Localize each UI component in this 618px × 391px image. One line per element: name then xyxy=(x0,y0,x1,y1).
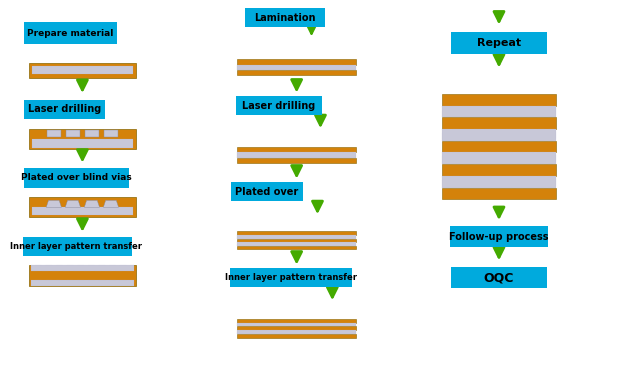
FancyBboxPatch shape xyxy=(47,130,61,137)
Bar xyxy=(237,65,356,70)
Bar xyxy=(442,106,556,117)
Polygon shape xyxy=(84,200,99,207)
Text: Lamination: Lamination xyxy=(254,13,316,23)
Bar xyxy=(237,242,356,246)
Bar xyxy=(237,158,356,163)
FancyBboxPatch shape xyxy=(451,32,546,54)
Text: Laser drilling: Laser drilling xyxy=(242,100,315,111)
Text: OQC: OQC xyxy=(484,271,514,284)
FancyBboxPatch shape xyxy=(230,268,352,287)
Text: Prepare material: Prepare material xyxy=(27,29,114,38)
FancyBboxPatch shape xyxy=(245,8,325,27)
Bar xyxy=(32,207,133,215)
Bar xyxy=(237,319,356,323)
Bar xyxy=(237,152,356,158)
Bar xyxy=(442,141,556,152)
Bar xyxy=(29,129,136,149)
Bar xyxy=(29,265,136,286)
Bar xyxy=(237,246,356,249)
Text: Inner layer pattern transfer: Inner layer pattern transfer xyxy=(225,273,357,282)
Bar xyxy=(442,117,556,129)
Polygon shape xyxy=(46,200,61,207)
Text: Repeat: Repeat xyxy=(477,38,521,48)
FancyBboxPatch shape xyxy=(104,130,117,137)
Bar xyxy=(32,66,133,74)
Text: Plated over blind vias: Plated over blind vias xyxy=(21,173,132,183)
Bar xyxy=(237,326,356,330)
FancyBboxPatch shape xyxy=(66,130,80,137)
Bar xyxy=(237,330,356,334)
Bar xyxy=(442,176,556,188)
Bar xyxy=(442,152,556,164)
FancyBboxPatch shape xyxy=(451,267,546,289)
Bar xyxy=(237,323,356,326)
FancyBboxPatch shape xyxy=(235,96,322,115)
FancyBboxPatch shape xyxy=(24,22,117,44)
Bar xyxy=(31,280,134,286)
Bar xyxy=(29,63,136,78)
Bar xyxy=(237,147,356,152)
Text: Plated over: Plated over xyxy=(235,187,298,197)
Bar xyxy=(237,231,356,235)
Polygon shape xyxy=(66,200,80,207)
Bar xyxy=(442,94,556,106)
Bar xyxy=(237,235,356,239)
Bar xyxy=(237,70,356,75)
FancyBboxPatch shape xyxy=(85,130,99,137)
FancyBboxPatch shape xyxy=(450,226,548,248)
Text: Follow-up process: Follow-up process xyxy=(449,231,549,242)
FancyBboxPatch shape xyxy=(24,168,129,188)
Polygon shape xyxy=(103,200,119,207)
Text: Laser drilling: Laser drilling xyxy=(28,104,101,115)
Bar xyxy=(442,164,556,176)
FancyBboxPatch shape xyxy=(22,237,132,256)
Text: Inner layer pattern transfer: Inner layer pattern transfer xyxy=(11,242,143,251)
Bar xyxy=(31,265,134,271)
Bar xyxy=(237,239,356,242)
Bar xyxy=(237,334,356,338)
Bar xyxy=(237,59,356,65)
Bar xyxy=(442,129,556,141)
Bar xyxy=(32,139,133,147)
FancyBboxPatch shape xyxy=(231,182,303,201)
Bar xyxy=(442,188,556,199)
FancyBboxPatch shape xyxy=(24,100,104,119)
Bar xyxy=(29,197,136,217)
